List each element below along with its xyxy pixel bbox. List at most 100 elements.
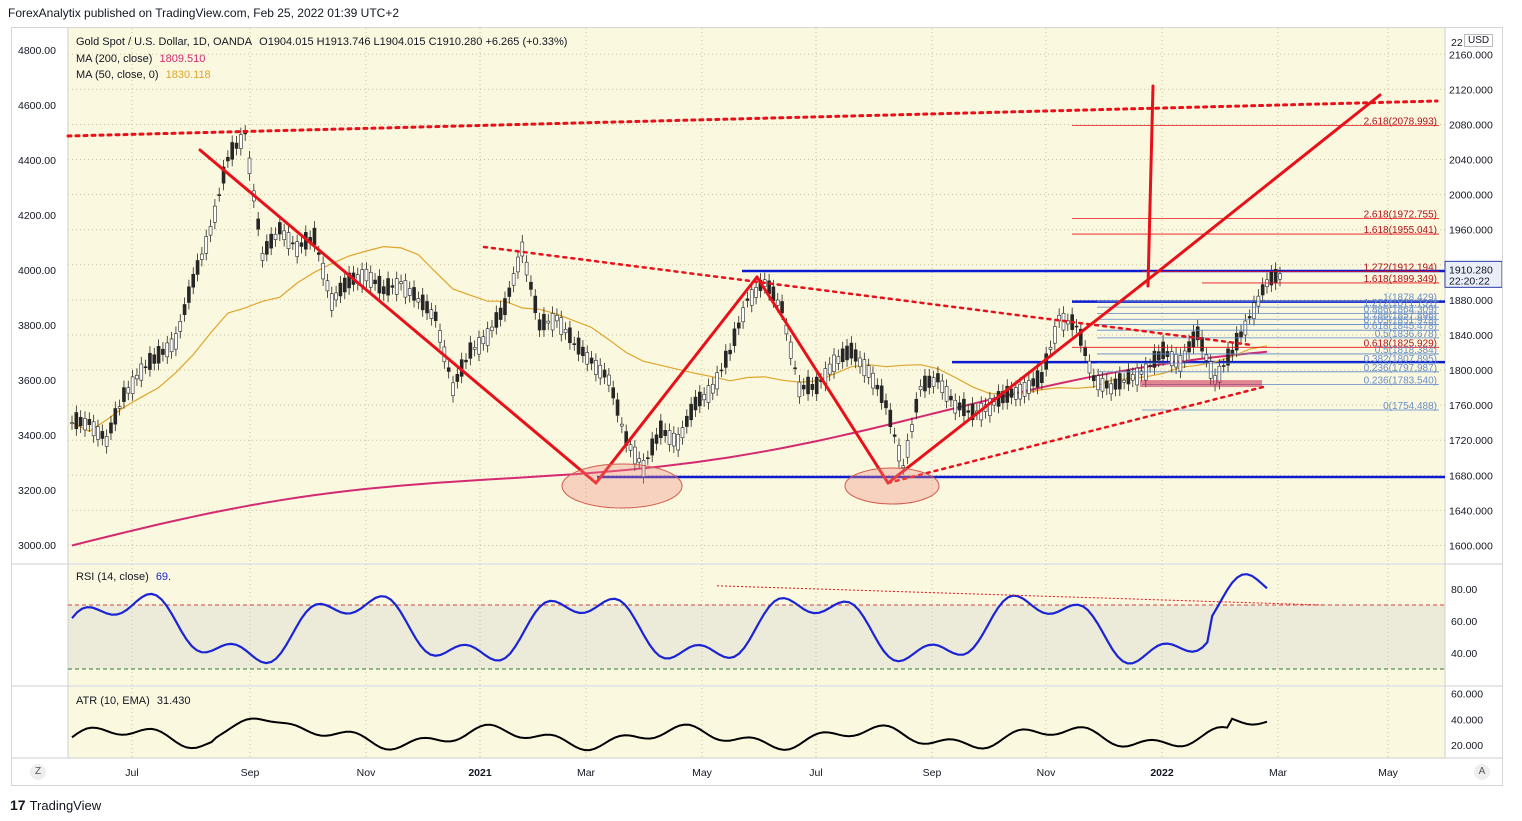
candle-body (498, 307, 503, 320)
candle-body (1208, 361, 1213, 379)
candle-body (1221, 365, 1226, 367)
candle-body (836, 356, 841, 364)
trend-line (1138, 93, 1382, 288)
atr-axis-tick: 20.000 (1451, 740, 1483, 752)
candle-body (602, 369, 607, 378)
zoom-button[interactable]: Z (30, 764, 46, 780)
candle-body (182, 304, 187, 315)
x-axis-tick: Mar (577, 767, 596, 779)
candle-body (1100, 378, 1105, 392)
candle-body (581, 346, 585, 357)
atr-axis-tick: 40.000 (1451, 714, 1483, 726)
candle-body (1260, 284, 1265, 296)
candle-body (1122, 379, 1126, 383)
candle-body (239, 134, 243, 149)
last-price-badge (1444, 260, 1502, 288)
candle-body (260, 253, 265, 261)
candle-body (256, 218, 260, 230)
candle-body (1230, 349, 1235, 355)
candle-body (148, 353, 152, 370)
candle-body (329, 293, 334, 311)
left-axis-tick: 4000.00 (18, 265, 56, 277)
trend-line (198, 148, 598, 485)
legend-ma50[interactable]: MA (50, close, 0) 1830.118 (76, 69, 215, 81)
atr-line (71, 717, 1268, 752)
candle-body (654, 434, 659, 444)
candle-body (403, 280, 408, 298)
candle-body (247, 157, 252, 175)
candle-body (208, 226, 213, 236)
currency-badge[interactable]: USD (1464, 34, 1494, 47)
trend-line-dotted (66, 99, 1439, 138)
candle-body (282, 230, 286, 240)
candle-body (736, 322, 741, 329)
candle-body (481, 336, 486, 345)
right-axis-tick: 1600.000 (1449, 540, 1493, 552)
candle-body (96, 426, 100, 440)
candle-body (1195, 326, 1200, 341)
candles (70, 125, 1282, 484)
candle-body (1009, 388, 1014, 398)
left-axis-tick: 4800.00 (18, 45, 56, 57)
left-axis-tick: 3200.00 (18, 485, 56, 497)
candle-body (620, 423, 624, 427)
x-axis-tick: May (1378, 767, 1399, 779)
candle-body (832, 354, 836, 372)
chart-container[interactable]: 2160.000 2120.000 2080.000 2040.000 2000.000… (11, 27, 1503, 786)
price-chart[interactable]: 2160.000 2120.000 2080.000 2040.000 2000.000… (12, 28, 1502, 785)
candle-body (234, 142, 239, 149)
candle-body (555, 315, 559, 322)
x-axis-tick: Nov (1037, 767, 1056, 779)
right-axis-tick-top: 22 (1451, 37, 1463, 49)
candle-body (464, 359, 468, 363)
candle-body (719, 369, 724, 372)
candle-body (165, 342, 170, 358)
candle-body (420, 294, 425, 311)
x-axis-tick: Jul (809, 767, 822, 779)
fib-level-label: 2.618(1972.755) (1364, 210, 1437, 221)
candle-body (901, 465, 906, 469)
fib-level-label: 0.886(1864.309) (1364, 305, 1437, 316)
candle-body (169, 338, 174, 353)
legend-symbol: Gold Spot / U.S. Dollar, 1D, OANDA O1904… (76, 36, 571, 48)
candle-body (433, 311, 438, 321)
legend-rsi-label: RSI (14, close) (76, 571, 149, 583)
candle-body (152, 354, 157, 364)
candle-body (1135, 367, 1139, 386)
candle-body (611, 387, 616, 399)
candle-body (1187, 341, 1191, 353)
tradingview-brand: TradingView (29, 797, 102, 813)
candle-body (477, 337, 481, 355)
x-axis-tick: Sep (923, 767, 942, 779)
candle-body (957, 402, 962, 411)
candle-body (1247, 316, 1252, 319)
candle-body (174, 333, 178, 350)
fib-level-label: 0.5(1818.384) (1375, 345, 1437, 356)
legend-ma200[interactable]: MA (200, close) 1809.510 (76, 53, 209, 65)
candle-body (1053, 326, 1057, 344)
candle-body (884, 400, 888, 409)
candle-body (576, 337, 581, 355)
candle-body (399, 281, 403, 284)
candle-body (1152, 350, 1157, 368)
trend-line (1146, 84, 1155, 288)
candle-body (334, 292, 338, 301)
candle-body (338, 282, 343, 297)
candle-body (892, 434, 897, 437)
candle-body (910, 424, 914, 432)
candle-body (650, 438, 654, 456)
candle-body (949, 395, 953, 401)
candle-body (1109, 383, 1113, 395)
legend-atr[interactable]: ATR (10, EMA) 31.430 (76, 695, 194, 707)
candle-body (425, 301, 429, 314)
candle-body (516, 256, 520, 273)
candle-body (468, 342, 473, 359)
x-axis-tick: 2022 (1150, 767, 1174, 779)
auto-scale-button[interactable]: A (1474, 764, 1490, 780)
candle-body (568, 327, 572, 344)
candle-body (589, 357, 594, 364)
legend-rsi[interactable]: RSI (14, close) 69. (76, 571, 175, 583)
candle-body (386, 278, 390, 296)
candle-body (559, 317, 564, 335)
tradingview-footer[interactable]: 17 TradingView (10, 797, 101, 813)
